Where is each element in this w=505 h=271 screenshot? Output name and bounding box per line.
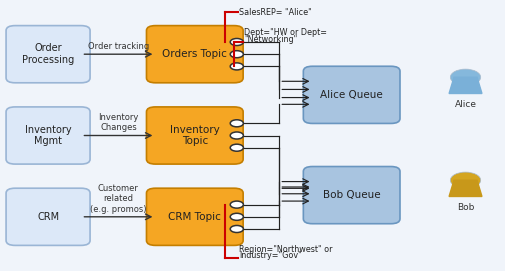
FancyBboxPatch shape (146, 26, 242, 83)
Polygon shape (448, 180, 481, 196)
Text: "Networking": "Networking" (244, 35, 297, 44)
Circle shape (230, 132, 243, 139)
Text: Alice Queue: Alice Queue (320, 90, 382, 100)
FancyBboxPatch shape (302, 66, 399, 124)
FancyBboxPatch shape (146, 107, 242, 164)
Circle shape (449, 172, 480, 188)
Text: Dept="HW or Dept=: Dept="HW or Dept= (244, 28, 327, 37)
Text: Customer
related
(e.g. promos): Customer related (e.g. promos) (90, 184, 146, 214)
Text: CRM Topic: CRM Topic (168, 212, 221, 222)
FancyBboxPatch shape (6, 188, 90, 246)
Circle shape (230, 213, 243, 220)
Text: Inventory
Changes: Inventory Changes (98, 113, 138, 132)
Text: Inventory
Mgmt: Inventory Mgmt (25, 125, 71, 146)
Text: Order tracking: Order tracking (87, 42, 149, 51)
Text: Inventory
Topic: Inventory Topic (170, 125, 219, 146)
FancyBboxPatch shape (6, 107, 90, 164)
FancyBboxPatch shape (146, 188, 242, 246)
Circle shape (230, 38, 243, 46)
Circle shape (230, 225, 243, 233)
Text: Bob Queue: Bob Queue (322, 190, 380, 200)
Circle shape (230, 51, 243, 58)
Polygon shape (448, 77, 481, 93)
Text: Industry="Gov": Industry="Gov" (239, 251, 301, 260)
Text: Bob: Bob (456, 203, 473, 212)
Circle shape (230, 63, 243, 70)
Text: CRM: CRM (37, 212, 59, 222)
Circle shape (449, 69, 480, 85)
FancyBboxPatch shape (302, 166, 399, 224)
Circle shape (230, 120, 243, 127)
Text: Alice: Alice (453, 100, 476, 109)
Text: SalesREP= "Alice": SalesREP= "Alice" (239, 8, 312, 17)
Circle shape (230, 201, 243, 208)
FancyBboxPatch shape (6, 26, 90, 83)
Circle shape (230, 144, 243, 151)
Text: Region="Northwest" or: Region="Northwest" or (239, 245, 332, 254)
Text: Order
Processing: Order Processing (22, 43, 74, 65)
Text: Orders Topic: Orders Topic (162, 49, 227, 59)
